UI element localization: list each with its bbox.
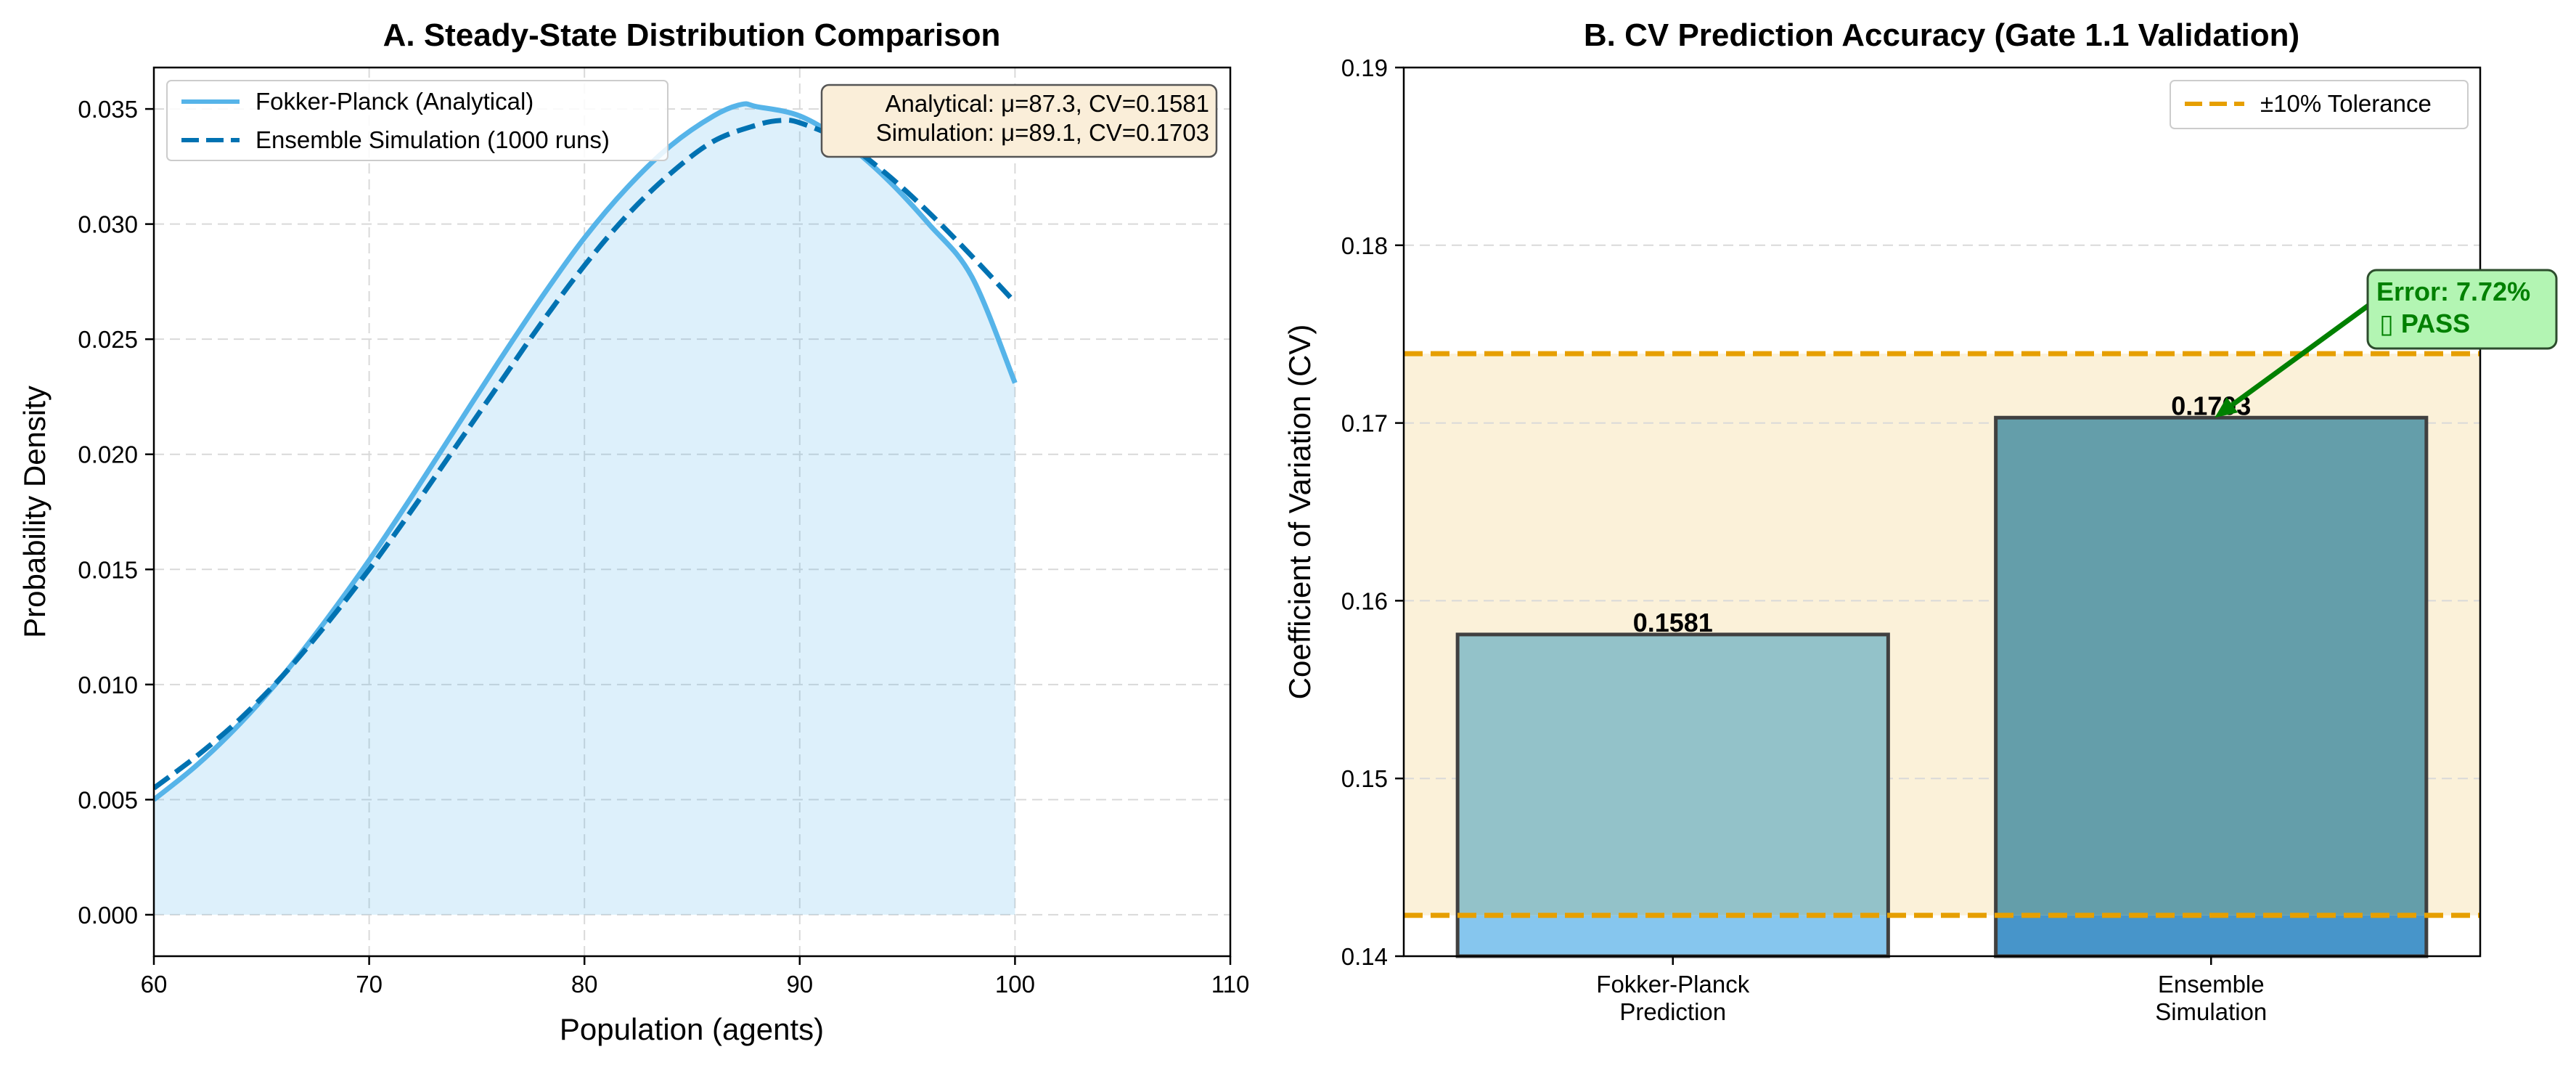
bar-base-segment	[1457, 915, 1889, 956]
annotation-box	[2366, 269, 2558, 350]
x-tick-label: 90	[786, 971, 813, 998]
panel-a-legend-box	[166, 80, 668, 161]
y-tick-label: 0.16	[1341, 587, 1388, 614]
panel-a-x-ticks: 60 70 80 90 100 110	[141, 956, 1250, 998]
panel-b: B. CV Prediction Accuracy (Gate 1.1 Vali…	[1283, 17, 2558, 1025]
bar-base-segment	[1995, 915, 2426, 956]
info-box-line-1: Analytical: μ=87.3, CV=0.1581	[886, 90, 1209, 117]
y-tick-label: 0.020	[78, 441, 138, 468]
y-tick-label: 0.010	[78, 672, 138, 698]
panel-b-y-ticks: 0.14 0.15 0.16 0.17 0.18 0.19	[1341, 54, 1404, 970]
bar-upper-segment	[1457, 634, 1889, 916]
x-tick-label: Ensemble	[2158, 971, 2265, 998]
panel-a-title: A. Steady-State Distribution Comparison	[383, 17, 1001, 53]
x-tick-label: Simulation	[2155, 998, 2267, 1025]
y-tick-label: 0.005	[78, 786, 138, 813]
legend-label-tolerance: ±10% Tolerance	[2260, 90, 2432, 117]
annotation-pass-text: ▯ PASS	[2379, 309, 2470, 338]
annotation-arrow-head	[2215, 397, 2238, 418]
y-tick-label: 0.18	[1341, 232, 1388, 259]
x-tick-label: 110	[1211, 971, 1250, 998]
panel-b-y-label: Coefficient of Variation (CV)	[1283, 325, 1317, 700]
panel-a-y-label: Probability Density	[17, 386, 52, 638]
panel-a-legend: Fokker-Planck (Analytical) Ensemble Simu…	[166, 80, 668, 161]
annotation-error-text: Error: 7.72%	[2376, 277, 2530, 306]
y-tick-label: 0.15	[1341, 765, 1388, 792]
x-tick-label: Fokker-Planck	[1596, 971, 1749, 998]
info-box-background	[820, 83, 1218, 158]
y-tick-label: 0.015	[78, 556, 138, 583]
panel-b-title: B. CV Prediction Accuracy (Gate 1.1 Vali…	[1584, 17, 2299, 53]
panel-a-fill	[154, 103, 1015, 915]
y-tick-label: 0.14	[1341, 943, 1388, 970]
x-tick-label: Prediction	[1619, 998, 1726, 1025]
panel-b-legend-box	[2170, 80, 2469, 129]
y-tick-label: 0.035	[78, 96, 138, 123]
info-box-line-2: Simulation: μ=89.1, CV=0.1703	[876, 119, 1209, 146]
area-fill-analytical	[154, 103, 1015, 915]
legend-label-analytical: Fokker-Planck (Analytical)	[255, 88, 533, 115]
x-tick-label: 70	[356, 971, 383, 998]
y-tick-label: 0.17	[1341, 410, 1388, 437]
legend-label-simulation: Ensemble Simulation (1000 runs)	[255, 126, 610, 153]
annotation-arrow	[2231, 297, 2379, 407]
x-tick-label: 60	[141, 971, 168, 998]
panel-a-x-label: Population (agents)	[560, 1012, 824, 1046]
y-tick-label: 0.030	[78, 211, 138, 238]
bar-value-label: 0.1703	[2171, 391, 2251, 420]
panel-b-frame	[1402, 66, 2482, 958]
y-tick-label: 0.000	[78, 902, 138, 929]
line-analytical	[154, 101, 1018, 802]
panel-a-frame	[152, 66, 1232, 958]
y-tick-label: 0.19	[1341, 54, 1388, 81]
y-tick-label: 0.025	[78, 326, 138, 353]
error-annotation: Error: 7.72% ▯ PASS	[2215, 269, 2558, 418]
panel-b-bars: 0.1581 0.1703	[1455, 391, 2429, 958]
x-tick-label: 80	[571, 971, 598, 998]
panel-b-legend: ±10% Tolerance	[2170, 80, 2469, 129]
panel-a: A. Steady-State Distribution Comparison …	[17, 17, 1249, 1046]
x-tick-label: 100	[995, 971, 1035, 998]
panel-a-info-box: Analytical: μ=87.3, CV=0.1581 Simulation…	[820, 83, 1218, 158]
bar-upper-segment	[1995, 417, 2426, 916]
bar-value-label: 0.1581	[1633, 608, 1713, 637]
panel-a-y-ticks: 0.000 0.005 0.010 0.015 0.020 0.025 0.030 0.035	[78, 96, 154, 929]
